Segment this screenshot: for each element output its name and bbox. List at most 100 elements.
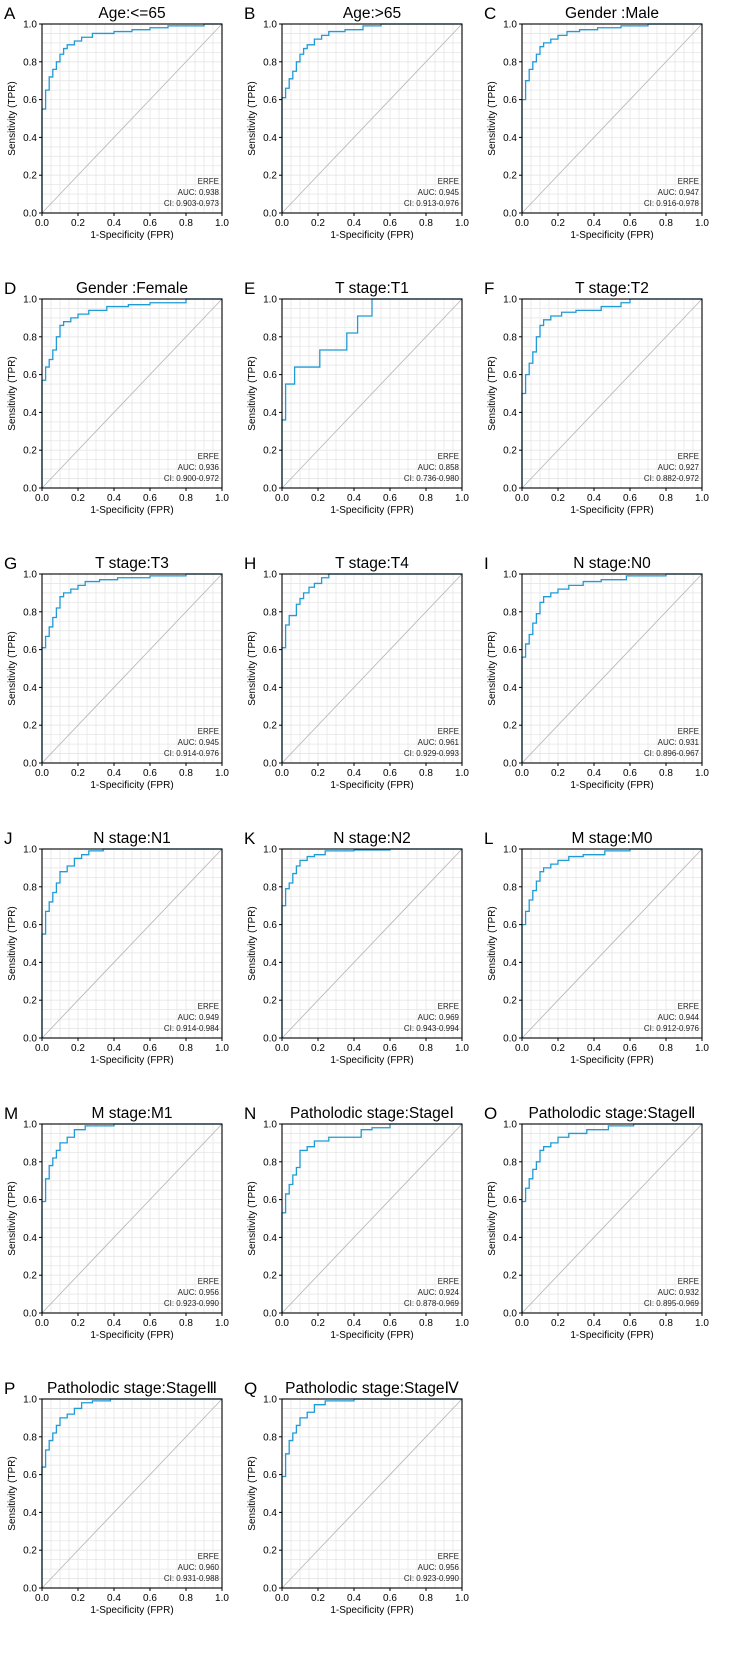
panel-letter: L <box>484 829 493 848</box>
plot-frame <box>41 1398 223 1589</box>
legend-auc: AUC: 0.932 <box>658 1288 700 1297</box>
legend: ERFE AUC: 0.945 CI: 0.913-0.976 <box>404 177 460 208</box>
x-axis-label: 1-Specificity (FPR) <box>330 505 413 516</box>
roc-chart: 0.0 0.2 0.4 0.6 0.8 1.0 0.0 0.2 0.4 0.6 0.8 1.0 1-Sp… <box>244 1104 469 1341</box>
y-tick-label: 0.4 <box>23 683 37 694</box>
y-tick-label: 0.4 <box>503 958 517 969</box>
y-tick-label: 0.2 <box>23 996 37 1007</box>
panel-letter: C <box>484 4 496 23</box>
legend-ci: CI: 0.923-0.990 <box>164 1299 220 1308</box>
y-tick-label: 0.0 <box>23 1034 37 1045</box>
y-tick-label: 0.8 <box>23 1432 37 1443</box>
legend-ci: CI: 0.929-0.993 <box>404 749 460 758</box>
roc-panel-j: 0.0 0.2 0.4 0.6 0.8 1.0 0.0 0.2 0.4 0.6 0.8 1.0 1-Sp… <box>0 825 241 1106</box>
chance-diagonal <box>521 1123 703 1314</box>
panel-letter: M <box>4 1104 18 1123</box>
plot-frame <box>41 573 223 764</box>
legend-ci: CI: 0.913-0.976 <box>404 199 460 208</box>
x-axis-label: 1-Specificity (FPR) <box>330 1055 413 1066</box>
legend: ERFE AUC: 0.927 CI: 0.882-0.972 <box>644 452 700 483</box>
x-tick-label: 0.6 <box>623 1318 637 1329</box>
y-tick-label: 0.0 <box>503 1034 517 1045</box>
x-tick-label: 0.2 <box>71 1043 85 1054</box>
y-tick-label: 0.4 <box>263 133 277 144</box>
panel-title: Gender :Female <box>76 280 188 297</box>
legend-auc: AUC: 0.949 <box>178 1013 220 1022</box>
x-tick-label: 0.4 <box>587 1318 601 1329</box>
legend-series-name: ERFE <box>438 177 459 186</box>
y-tick-label: 0.4 <box>23 958 37 969</box>
y-axis-label: Sensitivity (TPR) <box>247 81 258 155</box>
roc-chart: 0.0 0.2 0.4 0.6 0.8 1.0 0.0 0.2 0.4 0.6 0.8 1.0 1-Sp… <box>4 279 229 516</box>
x-tick-label: 0.0 <box>275 1593 289 1604</box>
x-tick-label: 0.2 <box>71 218 85 229</box>
y-tick-label: 0.2 <box>503 996 517 1007</box>
x-tick-label: 0.6 <box>143 1593 157 1604</box>
y-tick-label: 0.0 <box>263 759 277 770</box>
x-tick-label: 0.8 <box>659 493 673 504</box>
plot-frame <box>281 573 463 764</box>
x-axis-label: 1-Specificity (FPR) <box>570 1055 653 1066</box>
x-tick-label: 0.0 <box>275 1318 289 1329</box>
y-axis-label: Sensitivity (TPR) <box>7 1181 18 1255</box>
chance-diagonal <box>281 1123 463 1314</box>
roc-panel-m: 0.0 0.2 0.4 0.6 0.8 1.0 0.0 0.2 0.4 0.6 0.8 1.0 1-Sp… <box>0 1100 241 1381</box>
panel-title: T stage:T4 <box>335 555 409 572</box>
roc-curve-erfe <box>41 1123 222 1313</box>
x-tick-label: 0.6 <box>143 1043 157 1054</box>
x-tick-label: 0.0 <box>515 1043 529 1054</box>
x-tick-label: 1.0 <box>215 218 229 229</box>
x-axis-label: 1-Specificity (FPR) <box>570 1330 653 1341</box>
legend-auc: AUC: 0.956 <box>418 1563 460 1572</box>
y-tick-label: 0.0 <box>23 759 37 770</box>
legend-ci: CI: 0.882-0.972 <box>644 474 700 483</box>
x-tick-label: 1.0 <box>695 768 709 779</box>
plot-frame <box>41 298 223 489</box>
x-tick-label: 0.8 <box>179 218 193 229</box>
y-tick-label: 0.6 <box>23 1195 37 1206</box>
x-tick-label: 0.6 <box>383 768 397 779</box>
x-tick-label: 1.0 <box>695 218 709 229</box>
x-axis-label: 1-Specificity (FPR) <box>90 780 173 791</box>
legend-auc: AUC: 0.927 <box>658 463 700 472</box>
y-tick-label: 1.0 <box>23 845 37 856</box>
y-tick-label: 0.0 <box>263 1584 277 1595</box>
x-tick-label: 0.4 <box>587 768 601 779</box>
y-tick-label: 0.6 <box>263 920 277 931</box>
x-tick-label: 0.4 <box>347 1318 361 1329</box>
roc-chart: 0.0 0.2 0.4 0.6 0.8 1.0 0.0 0.2 0.4 0.6 0.8 1.0 1-Sp… <box>4 554 229 791</box>
roc-panel-c: 0.0 0.2 0.4 0.6 0.8 1.0 0.0 0.2 0.4 0.6 0.8 1.0 1-Sp… <box>480 0 721 281</box>
legend-ci: CI: 0.912-0.976 <box>644 1024 700 1033</box>
x-tick-label: 0.0 <box>35 1593 49 1604</box>
y-tick-label: 0.6 <box>263 370 277 381</box>
x-axis-label: 1-Specificity (FPR) <box>330 230 413 241</box>
y-tick-label: 0.0 <box>23 209 37 220</box>
x-tick-label: 0.8 <box>179 493 193 504</box>
legend-auc: AUC: 0.944 <box>658 1013 700 1022</box>
x-tick-label: 0.4 <box>107 1593 121 1604</box>
chance-diagonal <box>41 1398 223 1589</box>
chance-diagonal <box>281 23 463 214</box>
x-tick-label: 0.6 <box>623 218 637 229</box>
legend-auc: AUC: 0.936 <box>178 463 220 472</box>
x-tick-label: 0.8 <box>179 1318 193 1329</box>
x-tick-label: 0.0 <box>35 493 49 504</box>
roc-chart: 0.0 0.2 0.4 0.6 0.8 1.0 0.0 0.2 0.4 0.6 0.8 1.0 1-Sp… <box>244 1379 469 1616</box>
x-tick-label: 1.0 <box>215 493 229 504</box>
plot-frame <box>281 848 463 1039</box>
x-tick-label: 0.4 <box>107 1318 121 1329</box>
y-tick-label: 0.6 <box>503 95 517 106</box>
x-tick-label: 0.0 <box>35 218 49 229</box>
panel-title: M stage:M0 <box>572 830 653 847</box>
legend-series-name: ERFE <box>678 727 699 736</box>
y-tick-label: 1.0 <box>503 845 517 856</box>
y-tick-label: 1.0 <box>263 295 277 306</box>
roc-curve-erfe <box>521 298 702 488</box>
legend-series-name: ERFE <box>198 1277 219 1286</box>
roc-panel-o: 0.0 0.2 0.4 0.6 0.8 1.0 0.0 0.2 0.4 0.6 0.8 1.0 1-Sp… <box>480 1100 721 1381</box>
legend-auc: AUC: 0.938 <box>178 188 220 197</box>
y-tick-label: 0.6 <box>263 95 277 106</box>
legend-ci: CI: 0.736-0.980 <box>404 474 460 483</box>
y-tick-label: 0.0 <box>263 1034 277 1045</box>
x-tick-label: 1.0 <box>455 1318 469 1329</box>
